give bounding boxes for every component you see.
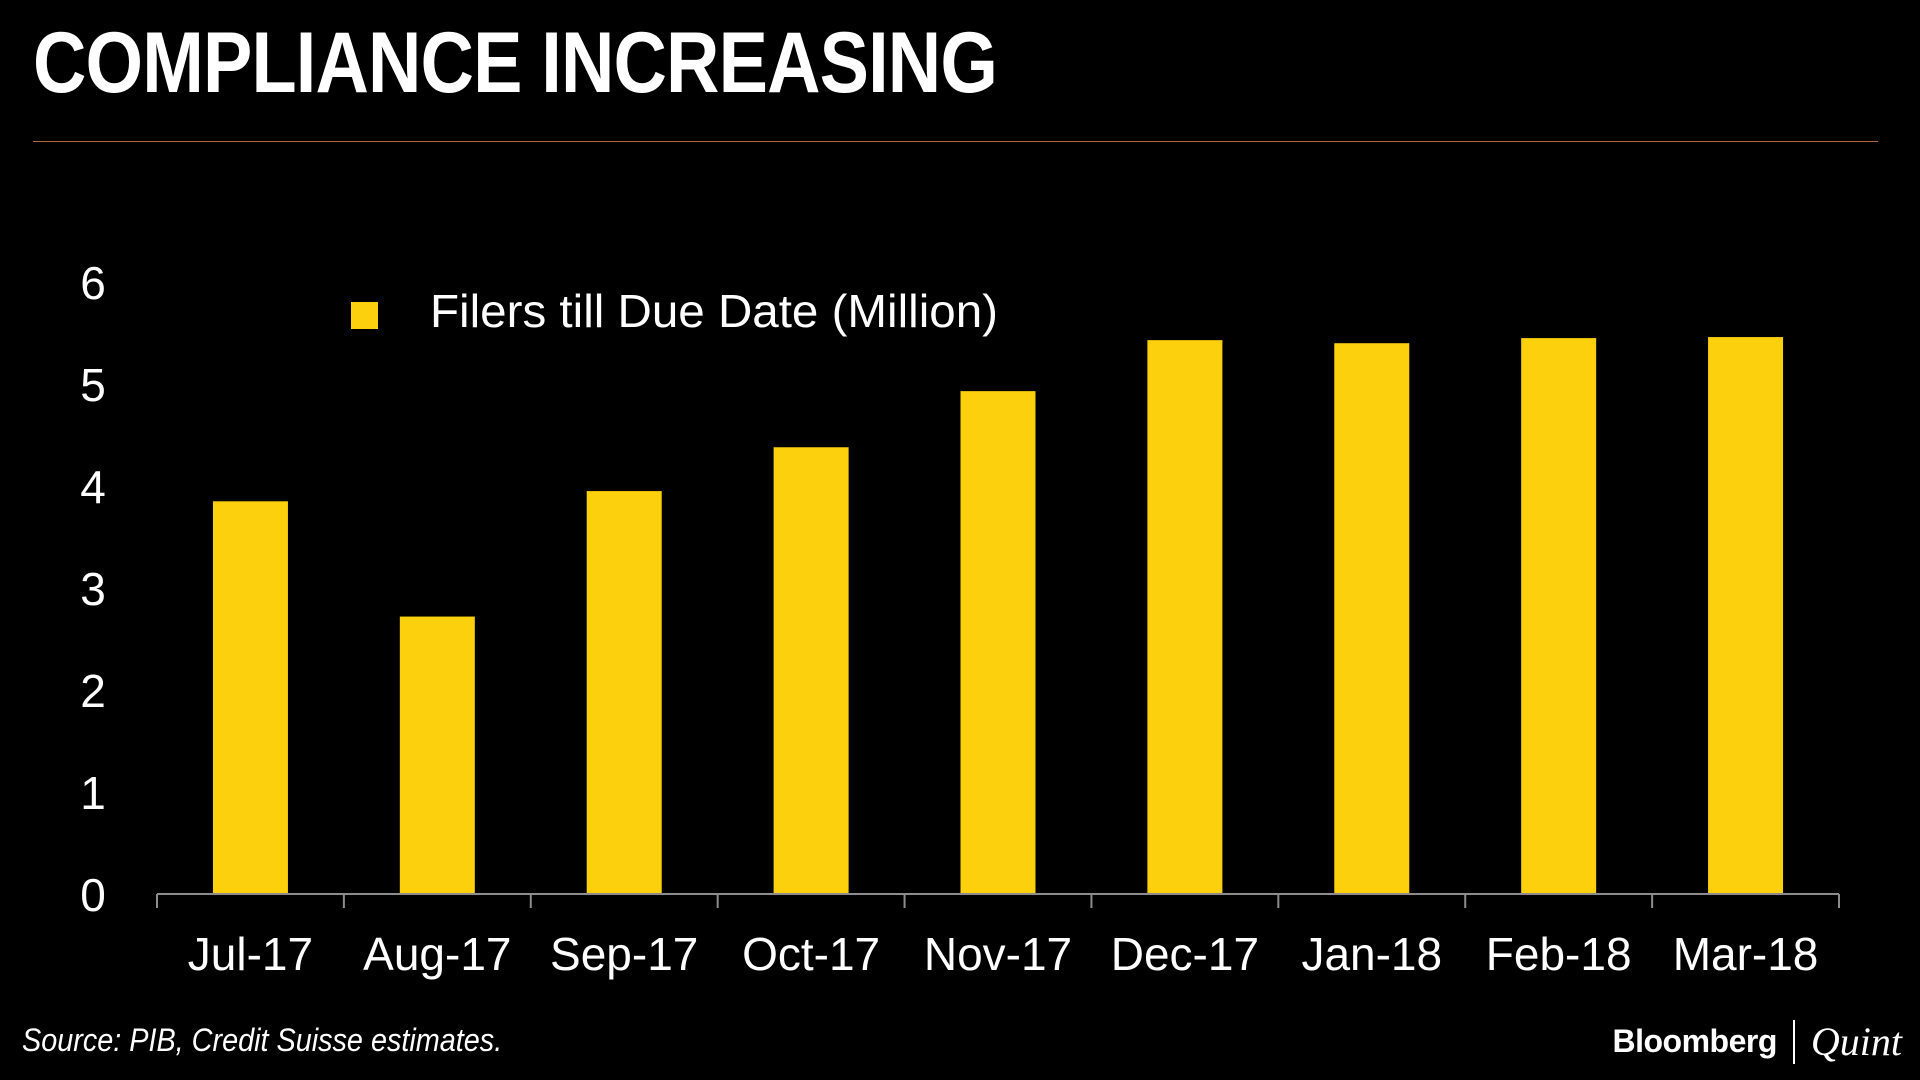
x-axis-tick-labels: Jul-17 Aug-17 Sep-17 Oct-17 Nov-17 Dec-17 Jan-… <box>188 928 1819 980</box>
bar <box>960 391 1036 894</box>
x-tick-label: Mar-18 <box>1673 928 1819 980</box>
brand-logo: Bloomberg Quint <box>1612 1018 1902 1065</box>
x-tick-label: Dec-17 <box>1111 928 1259 980</box>
brand-separator <box>1792 1019 1795 1064</box>
y-tick-label: 1 <box>80 767 106 819</box>
bar <box>773 447 849 894</box>
legend: Filers till Due Date (Million) <box>351 285 998 337</box>
legend-swatch <box>351 302 378 329</box>
chart-title: COMPLIANCE INCREASING <box>33 15 998 111</box>
x-tick-label: Jan-18 <box>1301 928 1442 980</box>
bar <box>212 501 288 894</box>
y-tick-label: 0 <box>80 869 106 921</box>
bar <box>1708 337 1784 895</box>
source-note: Source: PIB, Credit Suisse estimates. <box>22 1022 503 1058</box>
bar <box>399 616 475 894</box>
bar <box>586 491 662 894</box>
x-tick-label: Jul-17 <box>188 928 313 980</box>
y-tick-label: 2 <box>80 665 106 717</box>
brand-quint: Quint <box>1810 1019 1902 1064</box>
bars <box>212 337 1784 895</box>
y-tick-label: 4 <box>80 461 106 513</box>
bar <box>1334 343 1410 894</box>
x-tick-label: Sep-17 <box>550 928 698 980</box>
x-axis <box>156 893 1840 908</box>
x-tick-label: Oct-17 <box>742 928 880 980</box>
x-tick-label: Nov-17 <box>924 928 1072 980</box>
x-tick-label: Feb-18 <box>1486 928 1632 980</box>
legend-label: Filers till Due Date (Million) <box>430 285 998 337</box>
y-tick-label: 3 <box>80 563 106 615</box>
bar <box>1521 338 1597 895</box>
y-tick-label: 5 <box>80 359 106 411</box>
y-axis-ticks: 0 1 2 3 4 5 6 <box>80 257 106 921</box>
x-tick-label: Aug-17 <box>363 928 511 980</box>
bar <box>1147 340 1223 894</box>
y-tick-label: 6 <box>80 257 106 309</box>
brand-bloomberg: Bloomberg <box>1612 1023 1777 1059</box>
title-divider <box>33 141 1878 142</box>
